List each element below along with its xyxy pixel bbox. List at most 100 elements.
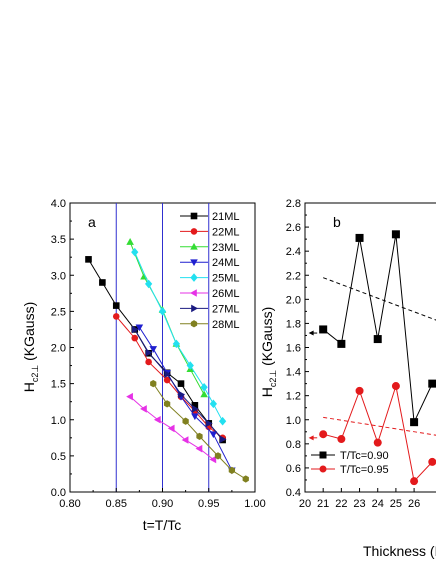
- legend-marker: [319, 465, 327, 473]
- x-tick-label: 26: [408, 498, 420, 510]
- y-tick-label: 1.5: [51, 379, 66, 391]
- x-axis-label-b: Thickness (M: [363, 543, 436, 559]
- data-point: [242, 475, 249, 483]
- legend-label: 21ML: [212, 211, 240, 223]
- legend-marker: [191, 304, 198, 313]
- data-point: [209, 399, 217, 409]
- y-tick-label: 0.4: [286, 487, 301, 499]
- y-tick-label: 1.8: [286, 318, 301, 330]
- y-tick-label: 1.0: [51, 415, 66, 427]
- data-point: [219, 435, 227, 444]
- legend-item: 27ML: [180, 303, 240, 315]
- data-point: [196, 432, 203, 440]
- trend-lines-b: [323, 277, 436, 436]
- data-point: [131, 247, 139, 257]
- data-point: [319, 430, 328, 439]
- y-tick-label: 1.6: [286, 343, 301, 355]
- legend-item: T/Tc=0.95: [311, 464, 389, 476]
- y-tick-label: 0.0: [51, 487, 66, 499]
- legend-label: 25ML: [212, 273, 240, 285]
- x-axis-label-a: t=T/Tc: [143, 517, 182, 533]
- data-point: [167, 424, 175, 433]
- data-point: [150, 380, 157, 388]
- data-point: [149, 346, 158, 353]
- data-point: [131, 334, 139, 342]
- legend-label: T/Tc=0.95: [340, 464, 389, 476]
- plot-frame-b: [304, 202, 436, 493]
- x-tick-label: 0.90: [152, 498, 173, 510]
- chart-panel-b: 20 21 22 23 24 25 26 0.4 0.6 0.8 1.0 1.2 1.4 1.6 1.8 2.…: [259, 198, 436, 559]
- y-tick-label: 0.5: [51, 451, 66, 463]
- data-point: [112, 313, 120, 320]
- y-tick-label: 1.0: [286, 415, 301, 427]
- chart-panel-a: 0.80 0.85 0.90 0.95 1.00 0.0 0.5 1.0 1.5 2.0 2.5 3.…: [21, 198, 266, 533]
- data-point: [410, 418, 419, 427]
- data-point: [214, 452, 222, 460]
- legend-marker: [190, 259, 198, 267]
- x-tick-label: 1.00: [244, 498, 265, 510]
- series-line: [88, 259, 224, 441]
- legend-label: 24ML: [212, 257, 240, 269]
- legend-marker: [190, 242, 198, 250]
- data-point: [355, 386, 364, 395]
- y-tick-label: 1.4: [286, 367, 301, 379]
- y-tick-label: 0.6: [286, 463, 301, 475]
- data-point: [391, 382, 400, 391]
- axis-ticks-b: 20 21 22 23 24 25 26 0.4 0.6 0.8 1.0 1.2 1.4 1.6 1.8 2.…: [286, 198, 421, 510]
- legend-item: 21ML: [180, 211, 240, 223]
- data-point: [181, 436, 189, 444]
- y-tick-label: 2.6: [286, 222, 301, 234]
- data-point: [228, 466, 236, 474]
- legend-item: 23ML: [180, 242, 240, 254]
- data-point: [200, 382, 208, 392]
- arrow-head: [308, 435, 314, 441]
- x-tick-label: 0.80: [59, 498, 80, 510]
- legend-item: 26ML: [180, 288, 240, 300]
- x-tick-label: 24: [372, 498, 384, 510]
- x-tick-label: 0.95: [198, 498, 219, 510]
- series-group-b: [319, 230, 436, 486]
- trend-line-2: [323, 416, 436, 436]
- arrow-2: [308, 435, 318, 441]
- legend-item: 24ML: [180, 257, 240, 269]
- arrows-b: [308, 330, 318, 441]
- series-line: [152, 383, 247, 480]
- data-point: [391, 230, 400, 239]
- y-tick-label: 2.5: [51, 306, 66, 318]
- series-25ML: [131, 247, 227, 426]
- data-point: [145, 358, 152, 366]
- x-tick-label: 20: [299, 498, 311, 510]
- data-point: [145, 279, 153, 289]
- data-point: [195, 444, 203, 453]
- data-point: [410, 477, 419, 486]
- legend-item: 25ML: [180, 273, 240, 285]
- series-T/Tc=0.95: [319, 382, 436, 486]
- legend-marker: [190, 228, 198, 235]
- data-point: [191, 413, 199, 421]
- data-point: [178, 390, 185, 399]
- series-T/Tc=0.90: [319, 230, 436, 427]
- y-axis-label-b-sub: c2⊥: [268, 370, 278, 388]
- y-tick-label: 2.2: [286, 270, 301, 282]
- legend-label: T/Tc=0.90: [340, 450, 389, 462]
- series-line: [322, 234, 433, 425]
- data-point: [337, 339, 346, 348]
- y-tick-label: 3.0: [51, 270, 66, 282]
- trend-line-1: [323, 277, 436, 321]
- x-tick-label: 0.85: [106, 498, 127, 510]
- data-point: [428, 379, 436, 388]
- data-point: [126, 392, 133, 401]
- series-28ML: [150, 380, 249, 483]
- series-21ML: [85, 256, 226, 444]
- data-point: [319, 325, 328, 334]
- legend-marker: [190, 273, 198, 282]
- axis-ticks-a: 0.80 0.85 0.90 0.95 1.00 0.0 0.5 1.0 1.5 2.0 2.5 3.…: [51, 198, 266, 510]
- y-tick-label: 2.0: [286, 294, 301, 306]
- data-point: [158, 307, 167, 316]
- data-point: [177, 380, 185, 387]
- y-tick-label: 4.0: [51, 198, 66, 210]
- data-point: [428, 457, 436, 466]
- data-point: [205, 419, 213, 428]
- data-point: [140, 405, 147, 413]
- y-axis-label-a-sub: c2⊥: [30, 365, 40, 383]
